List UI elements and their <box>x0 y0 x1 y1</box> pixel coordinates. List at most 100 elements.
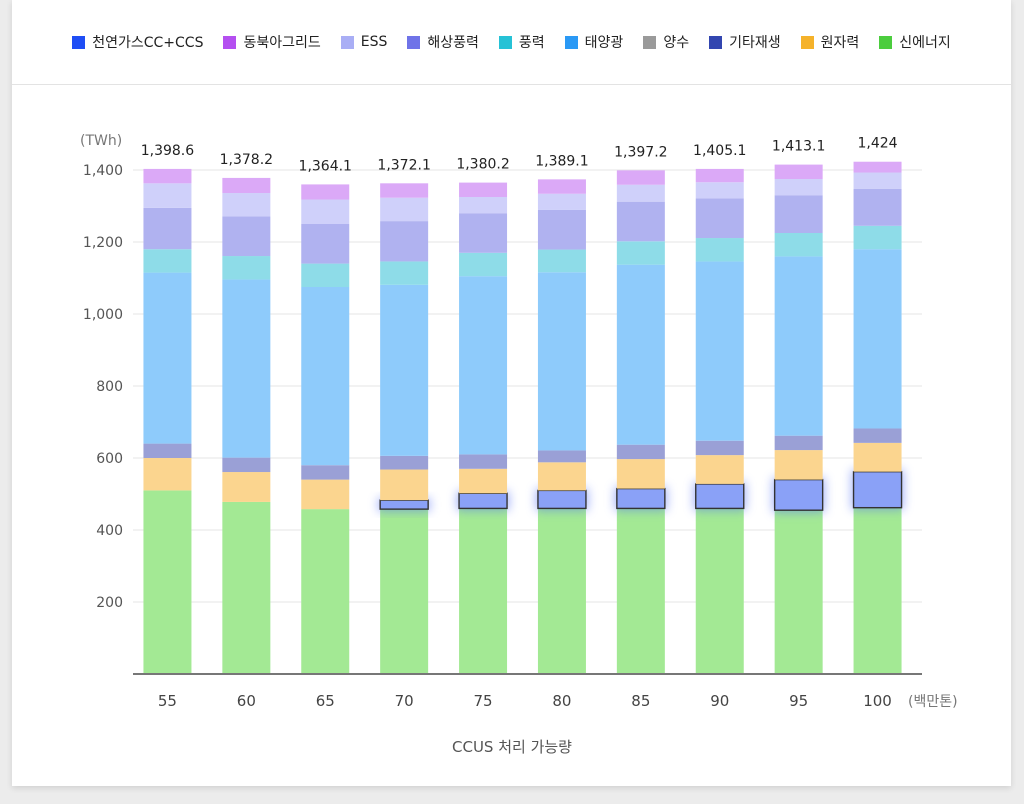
bar-segment-new_energy-95 <box>774 510 823 674</box>
legend-swatch-lng_ccs <box>72 35 86 49</box>
bar-segment-northeast_grid-75 <box>459 182 508 197</box>
legend-item-other_renew[interactable]: 기타재생 <box>709 32 781 52</box>
bar-segment-new_energy-65 <box>301 509 350 674</box>
bar-segment-wind-70 <box>380 261 429 285</box>
bar-segment-wind-65 <box>301 263 350 287</box>
bar-segment-northeast_grid-60 <box>222 177 271 194</box>
y-tick-label-800: 800 <box>96 379 123 395</box>
legend-label-ess: ESS <box>360 34 388 50</box>
bar-segment-new_energy-75 <box>459 508 508 674</box>
legend-item-wind[interactable]: 풍력 <box>498 32 545 52</box>
bar-segment-lng_ccs-75 <box>458 492 508 510</box>
legend-item-nuclear[interactable]: 원자력 <box>800 32 859 52</box>
bar-segment-other_renew-65 <box>301 465 350 480</box>
bar-segment-northeast_grid-55 <box>143 168 192 184</box>
bar-segment-offshore_wind-60 <box>222 216 271 257</box>
bar-segment-solar-70 <box>380 284 429 456</box>
bar-segment-nuclear-75 <box>459 468 508 494</box>
bar-total-label-70: 1,372.1 <box>377 157 430 173</box>
stacked-bar-chart: 200 400 600 800 1,000 1,200 1,400 (TWh) 1,398.6 5… <box>80 133 958 756</box>
bar-segment-other_renew-60 <box>222 457 271 473</box>
bar-segment-nuclear-95 <box>774 450 823 480</box>
legend-item-new_energy[interactable]: 신에너지 <box>879 32 951 52</box>
x-tick-label-70: 70 <box>395 692 414 710</box>
legend-item-lng_ccs[interactable]: 천연가스CC+CCS <box>72 32 203 52</box>
bar-segment-solar-80 <box>537 272 586 451</box>
x-tick-label-95: 95 <box>789 692 808 710</box>
legend-label-wind: 풍력 <box>518 35 545 51</box>
bar-segment-northeast_grid-80 <box>537 179 586 194</box>
bar-segment-lng_ccs-80 <box>537 489 587 510</box>
bar-segment-offshore_wind-55 <box>143 207 192 250</box>
bar-segment-ess-55 <box>143 183 192 208</box>
bar-segment-lng_ccs-70 <box>379 499 429 510</box>
bar-total-label-75: 1,380.2 <box>456 157 509 173</box>
x-tick-label-55: 55 <box>158 692 177 710</box>
bar-total-label-100: 1,424 <box>858 136 898 152</box>
legend-item-pumped[interactable]: 양수 <box>643 32 689 52</box>
y-tick-label-600: 600 <box>96 451 123 467</box>
bar-segment-other_renew-55 <box>143 443 192 458</box>
legend-item-offshore_wind[interactable]: 해상풍력 <box>407 32 479 52</box>
bar-segment-wind-75 <box>459 252 508 277</box>
bar-segment-offshore_wind-80 <box>537 209 586 250</box>
bar-segment-ess-70 <box>380 197 429 222</box>
chart-card: 천연가스CC+CCS 동북아그리드 ESS 해상풍력 풍력 태양광 양수 기타재생 원자력 신에너… <box>12 0 1011 786</box>
x-tick-label-90: 90 <box>710 692 729 710</box>
bar-segment-offshore_wind-100 <box>853 188 902 226</box>
bar-segment-solar-65 <box>301 287 350 466</box>
bar-segment-solar-90 <box>695 261 744 441</box>
bar-segment-ess-85 <box>616 184 665 202</box>
bar-segment-northeast_grid-100 <box>853 161 902 173</box>
bar-segment-other_renew-70 <box>380 455 429 470</box>
bar-segment-offshore_wind-65 <box>301 224 350 264</box>
bar-segment-offshore_wind-95 <box>774 195 823 233</box>
bar-total-label-55: 1,398.6 <box>141 143 195 159</box>
bar-segment-offshore_wind-85 <box>616 201 665 242</box>
bar-segment-solar-60 <box>222 279 271 458</box>
bar-segment-ess-80 <box>537 193 586 210</box>
bar-segment-new_energy-85 <box>616 508 665 674</box>
bar-segment-other_renew-85 <box>616 444 665 460</box>
legend-swatch-nuclear <box>800 35 814 49</box>
legend-label-pumped: 양수 <box>663 35 690 51</box>
bar-segment-solar-75 <box>459 276 508 455</box>
bar-segment-ess-95 <box>774 179 823 196</box>
bar-segment-offshore_wind-75 <box>459 213 508 253</box>
bar-segment-offshore_wind-70 <box>380 221 429 262</box>
bar-segment-wind-100 <box>853 225 902 250</box>
bar-segment-new_energy-90 <box>695 508 744 674</box>
bar-segment-nuclear-80 <box>537 462 586 491</box>
y-tick-label-1200: 1,200 <box>83 235 123 251</box>
bar-segment-northeast_grid-95 <box>774 164 823 179</box>
x-tick-label-60: 60 <box>237 692 256 710</box>
bar-segment-ess-75 <box>459 197 508 214</box>
y-tick-label-1400: 1,400 <box>83 163 123 179</box>
bar-segment-solar-55 <box>143 272 192 444</box>
x-tick-label-80: 80 <box>552 692 571 710</box>
bar-segment-new_energy-80 <box>537 508 586 674</box>
bar-segment-northeast_grid-85 <box>616 170 665 185</box>
legend-label-solar: 태양광 <box>584 35 624 51</box>
bar-segment-solar-85 <box>616 264 665 445</box>
bar-segment-nuclear-85 <box>616 459 665 489</box>
bar-segment-lng_ccs-100 <box>852 470 903 509</box>
bar-segment-lng_ccs-95 <box>773 478 824 511</box>
bar-segment-nuclear-70 <box>380 469 429 501</box>
legend-item-ess[interactable]: ESS <box>340 34 388 50</box>
legend-swatch-pumped <box>643 35 657 49</box>
bar-segment-wind-55 <box>143 249 192 273</box>
x-tick-label-65: 65 <box>316 692 335 710</box>
legend-item-northeast_grid[interactable]: 동북아그리드 <box>223 32 321 52</box>
chart-legend: 천연가스CC+CCS 동북아그리드 ESS 해상풍력 풍력 태양광 양수 기타재생 원자력 신에너… <box>12 0 1011 85</box>
bar-segment-offshore_wind-90 <box>695 198 744 239</box>
bar-segment-other_renew-100 <box>853 428 902 443</box>
bar-segment-ess-65 <box>301 199 350 224</box>
bar-segment-new_energy-55 <box>143 490 192 674</box>
bar-total-label-90: 1,405.1 <box>693 143 746 159</box>
bar-segment-other_renew-80 <box>537 450 586 463</box>
x-tick-label-85: 85 <box>631 692 650 710</box>
bar-total-label-65: 1,364.1 <box>299 158 352 174</box>
legend-item-solar[interactable]: 태양광 <box>564 32 624 52</box>
x-tick-label-75: 75 <box>474 692 493 710</box>
